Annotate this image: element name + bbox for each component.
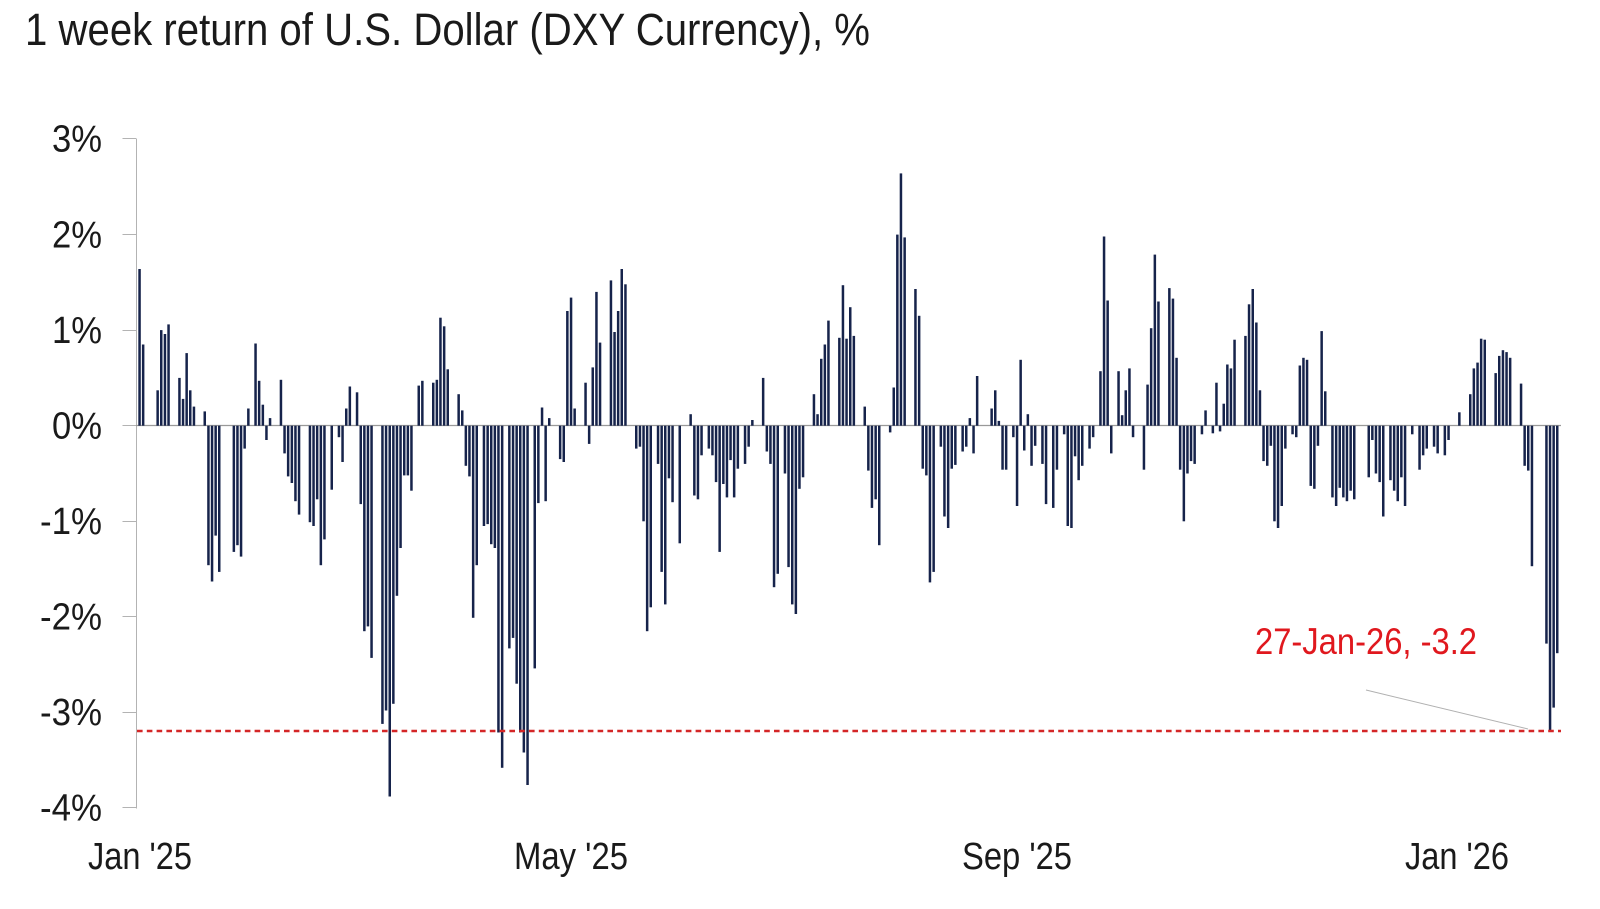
- svg-text:Jan '26: Jan '26: [1405, 836, 1509, 878]
- svg-text:May '25: May '25: [514, 836, 628, 878]
- svg-text:3%: 3%: [52, 119, 102, 161]
- svg-text:Sep '25: Sep '25: [962, 836, 1072, 878]
- svg-text:-3%: -3%: [40, 692, 102, 734]
- svg-text:27-Jan-26, -3.2: 27-Jan-26, -3.2: [1255, 621, 1477, 662]
- svg-text:Jan '25: Jan '25: [88, 836, 192, 878]
- svg-text:-4%: -4%: [40, 788, 102, 830]
- svg-text:-1%: -1%: [40, 501, 102, 543]
- svg-text:1 week return of U.S. Dollar (: 1 week return of U.S. Dollar (DXY Curren…: [25, 4, 870, 55]
- svg-text:-2%: -2%: [40, 597, 102, 639]
- svg-text:2%: 2%: [52, 214, 102, 256]
- svg-text:0%: 0%: [52, 405, 102, 447]
- svg-text:1%: 1%: [52, 310, 102, 352]
